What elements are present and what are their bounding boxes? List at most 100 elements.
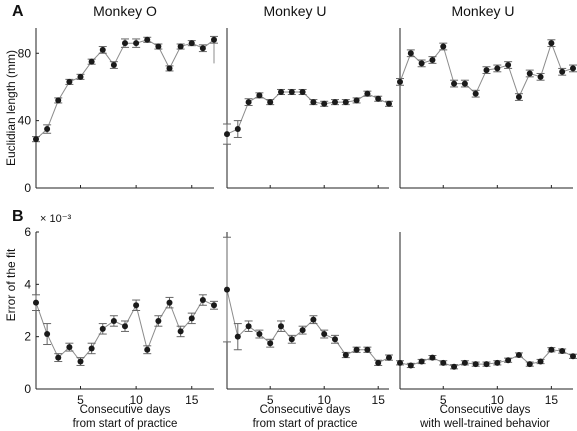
y-tick-label-40: 40 (18, 114, 32, 128)
data-point (332, 99, 338, 106)
data-point (288, 89, 295, 95)
y-tick-label-6: 6 (24, 225, 31, 239)
data-point (133, 40, 140, 47)
data-point (526, 70, 533, 77)
data-point (537, 358, 544, 365)
data-point (122, 40, 128, 47)
data-point (144, 36, 151, 43)
data-point (77, 358, 84, 365)
data-point (299, 89, 306, 95)
data-point (211, 302, 217, 309)
data-point (375, 359, 382, 366)
data-point (526, 361, 533, 368)
column-title-monkey-o: Monkey O (93, 3, 157, 19)
x-tick-label-10: 10 (318, 393, 332, 407)
x-tick-label-15: 15 (185, 393, 199, 407)
x-axis-label-3-line-1: Consecutive days (440, 404, 531, 416)
plot-layer: 0 40 80 5 10 15 0 2 4 6 5 10 15 5 10 15 (18, 28, 577, 407)
data-point (321, 100, 328, 107)
data-point (99, 325, 106, 332)
data-point (55, 97, 62, 104)
x-tick-label-15: 15 (372, 393, 386, 407)
data-point (177, 43, 184, 50)
data-point (44, 126, 51, 133)
y-axis-label-error: Error of the fit (4, 248, 18, 321)
data-point (66, 344, 73, 351)
data-point (33, 299, 39, 306)
data-point (472, 90, 479, 97)
series-line (226, 91, 390, 135)
data-point (332, 336, 338, 343)
data-point (77, 73, 84, 80)
y-tick-label-0: 0 (24, 382, 31, 396)
data-point (483, 361, 490, 368)
data-point (472, 361, 479, 368)
data-point (234, 126, 241, 133)
subplot-2 (223, 28, 393, 189)
data-point (418, 60, 425, 67)
x-tick-label-10: 10 (491, 393, 505, 407)
data-point (310, 99, 317, 106)
data-point (548, 346, 555, 353)
data-point (133, 302, 140, 309)
data-point (88, 345, 95, 352)
subplot-3 (396, 28, 577, 189)
data-point (155, 43, 162, 50)
data-point (99, 46, 106, 53)
data-point (234, 333, 241, 340)
data-point (397, 78, 403, 85)
data-point (321, 331, 328, 338)
data-point (397, 359, 403, 366)
data-point (461, 80, 468, 87)
y-tick-label-4: 4 (24, 277, 31, 291)
data-point (224, 131, 230, 138)
data-point (267, 340, 274, 347)
data-point (256, 331, 263, 338)
data-point (407, 50, 414, 57)
data-point (278, 89, 284, 95)
data-point (461, 359, 468, 366)
data-point (364, 346, 371, 353)
data-point (451, 80, 458, 87)
data-point (440, 359, 447, 366)
data-point (570, 353, 576, 360)
x-tick-label-5: 5 (440, 393, 447, 407)
data-point (224, 286, 230, 293)
data-point (559, 348, 566, 355)
x-tick-label-10: 10 (129, 393, 143, 407)
data-point (166, 299, 173, 306)
data-point (353, 346, 360, 353)
data-point (278, 323, 284, 330)
data-point (188, 315, 195, 322)
data-point (429, 354, 436, 361)
data-point (342, 351, 349, 358)
subplot-6: 5 10 15 (396, 232, 577, 407)
column-title-monkey-u-2: Monkey U (451, 3, 514, 19)
data-point (418, 358, 425, 365)
data-point (122, 323, 128, 330)
data-point (110, 62, 117, 69)
data-point (245, 323, 252, 330)
x-axis-label-3-line-2: with well-trained behavior (419, 418, 550, 430)
data-point (515, 94, 522, 101)
data-point (245, 99, 252, 106)
y-axis-label-length: Euclidian length (mm) (4, 50, 18, 166)
data-point (177, 328, 184, 335)
data-point (199, 45, 206, 52)
x-tick-label-5: 5 (77, 393, 84, 407)
y-tick-label-2: 2 (24, 330, 31, 344)
data-point (199, 297, 206, 304)
data-point (155, 317, 162, 324)
data-point (559, 68, 566, 75)
data-point (66, 78, 73, 85)
y-tick-label-0: 0 (24, 181, 31, 195)
series-line (35, 38, 215, 140)
data-point (440, 43, 447, 50)
series-line (226, 289, 390, 364)
data-point (256, 92, 263, 99)
x-tick-label-5: 5 (267, 393, 274, 407)
data-point (429, 57, 436, 63)
data-point (353, 97, 360, 104)
data-point (505, 357, 512, 364)
data-point (188, 40, 195, 47)
